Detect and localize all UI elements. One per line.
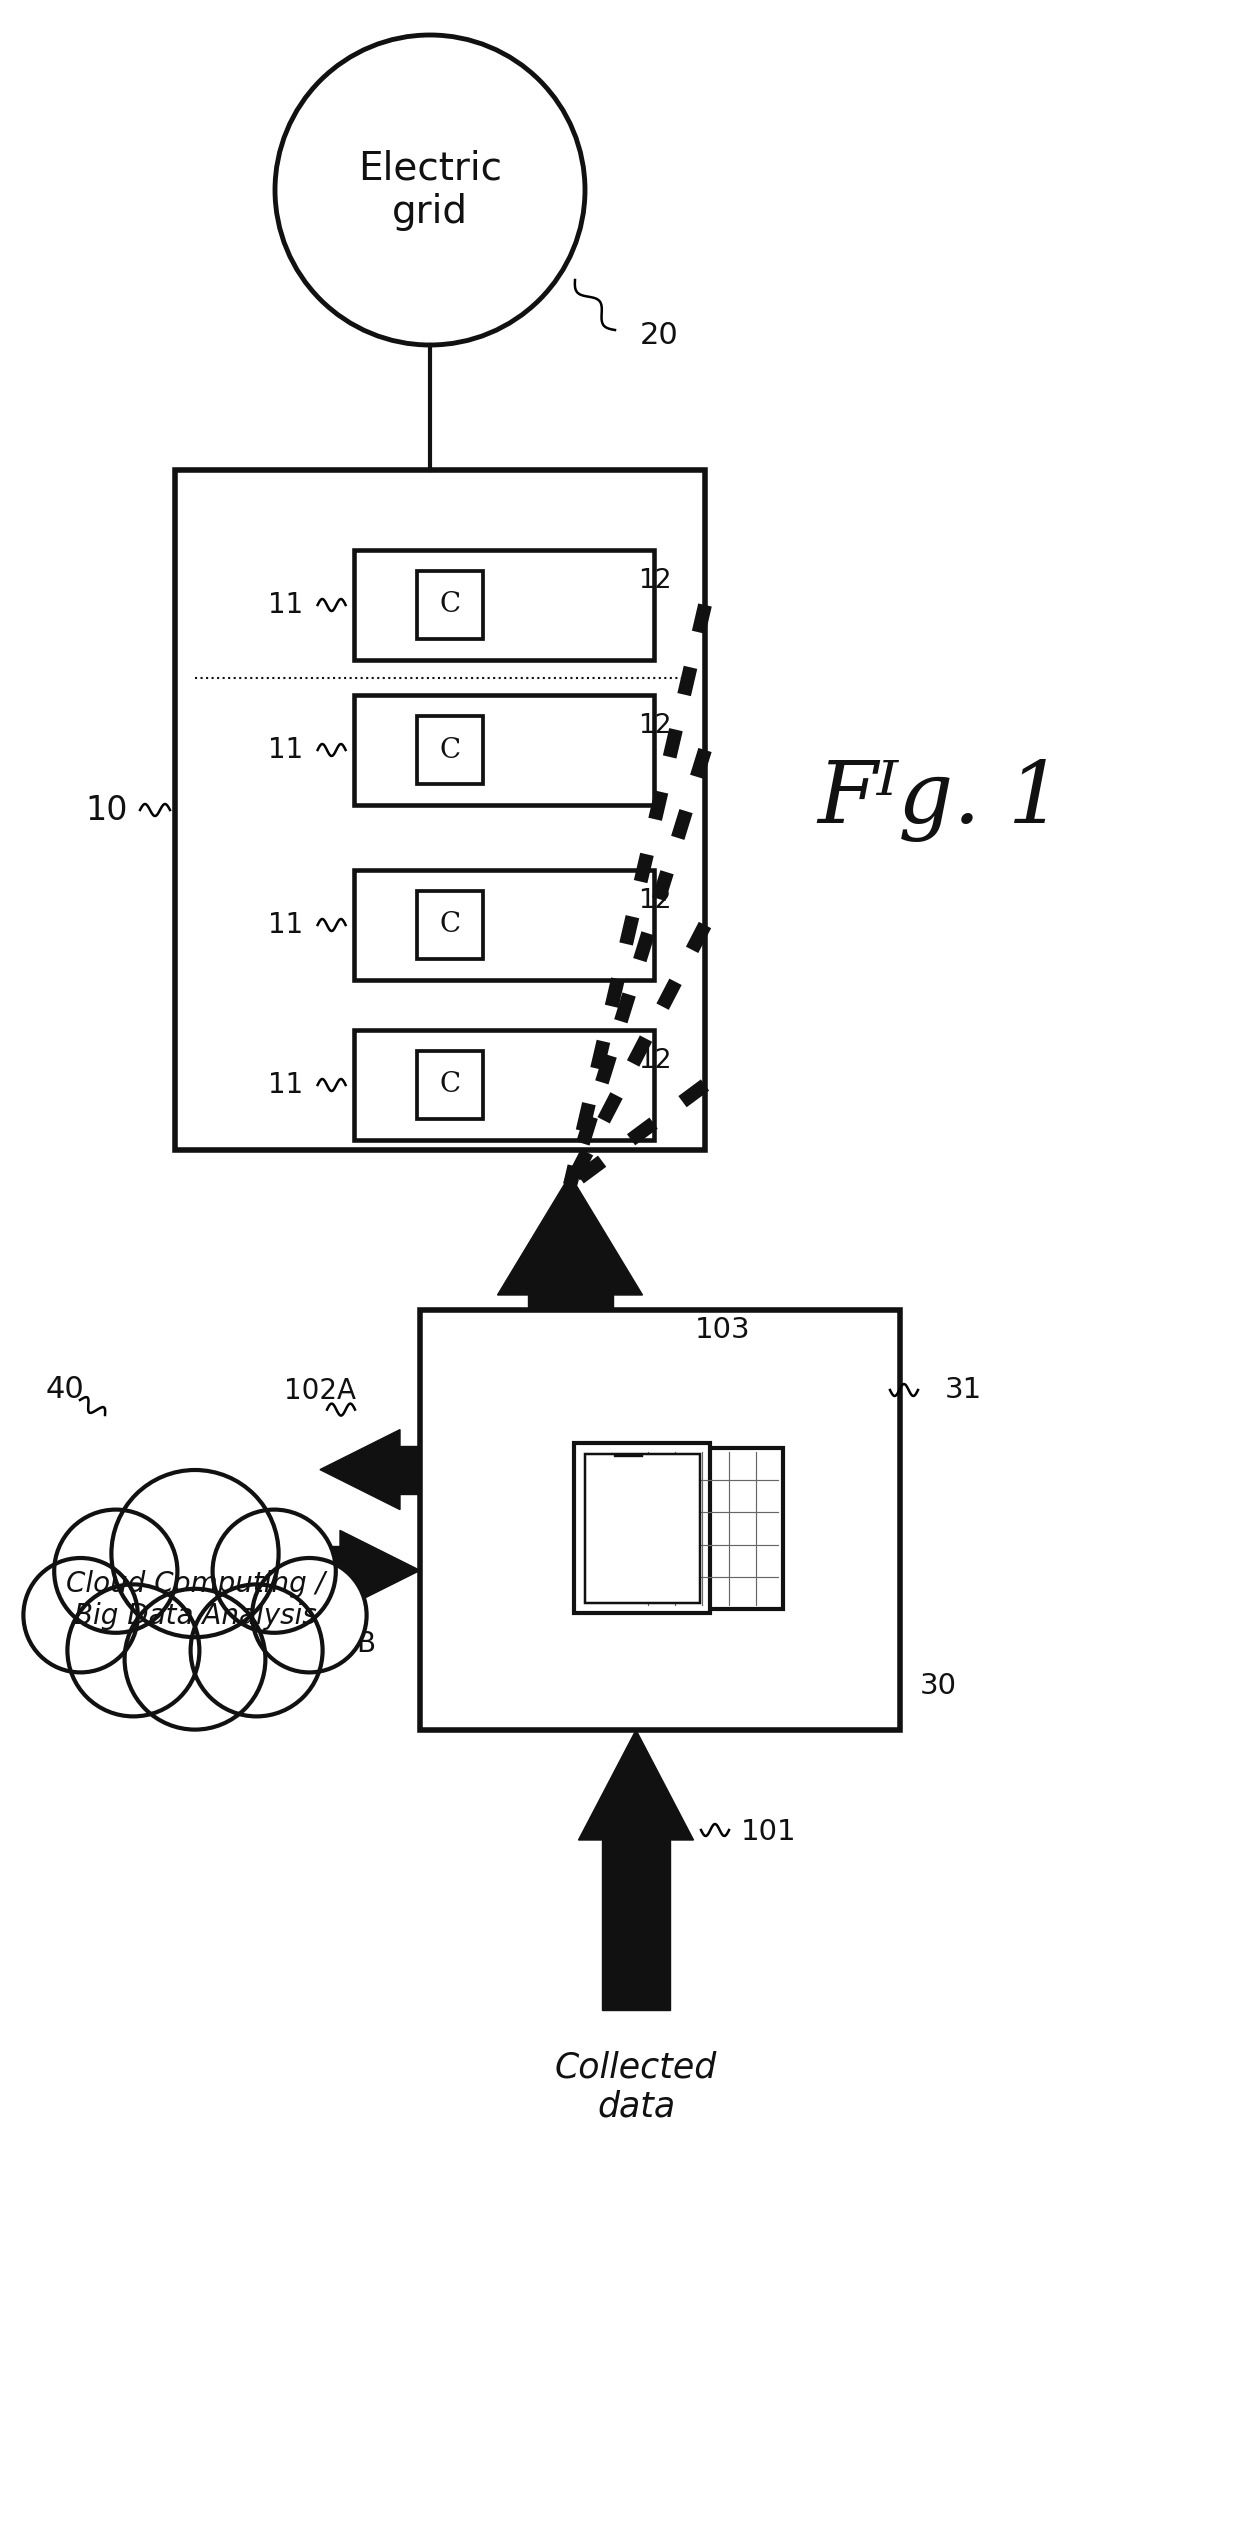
Text: 11: 11 — [268, 592, 304, 620]
Bar — [527, 1295, 613, 1310]
Text: 40: 40 — [46, 1376, 84, 1404]
Text: Cloud Computing /
Big Data Analysis: Cloud Computing / Big Data Analysis — [66, 1571, 325, 1631]
Text: 12: 12 — [639, 888, 672, 913]
Bar — [320, 1545, 340, 1593]
Text: C: C — [439, 910, 460, 938]
Polygon shape — [579, 1730, 693, 1841]
Circle shape — [212, 1510, 336, 1634]
Circle shape — [24, 1558, 138, 1672]
Bar — [417, 716, 482, 784]
Circle shape — [124, 1588, 265, 1730]
Bar — [417, 1052, 482, 1120]
Text: 102A: 102A — [284, 1376, 356, 1404]
Text: 102B: 102B — [304, 1631, 376, 1659]
Text: Electric
grid: Electric grid — [358, 149, 502, 230]
Polygon shape — [340, 1530, 420, 1611]
Bar — [584, 1454, 701, 1603]
Circle shape — [55, 1510, 177, 1634]
Bar — [574, 1444, 711, 1614]
Text: 31: 31 — [945, 1376, 982, 1404]
Circle shape — [112, 1469, 279, 1636]
Text: Collected
data: Collected data — [554, 2051, 717, 2124]
Bar — [420, 1310, 900, 1730]
Text: 12: 12 — [639, 713, 672, 738]
Text: 11: 11 — [268, 910, 304, 938]
Text: 11: 11 — [268, 736, 304, 764]
Text: C: C — [439, 1072, 460, 1098]
Bar — [353, 1029, 653, 1141]
Circle shape — [67, 1583, 200, 1717]
Text: 12: 12 — [639, 569, 672, 594]
Circle shape — [252, 1558, 367, 1672]
Text: Fᴵg. 1: Fᴵg. 1 — [817, 759, 1063, 842]
Bar — [417, 572, 482, 640]
Circle shape — [191, 1583, 322, 1717]
Text: 101: 101 — [742, 1818, 796, 1846]
Text: 20: 20 — [640, 321, 678, 349]
Text: 11: 11 — [268, 1070, 304, 1100]
Bar — [353, 695, 653, 804]
Bar — [417, 890, 482, 958]
Text: 10: 10 — [86, 794, 128, 827]
Text: C: C — [439, 592, 460, 620]
Bar — [175, 470, 706, 1151]
Bar — [621, 1447, 782, 1608]
Text: 30: 30 — [920, 1672, 957, 1699]
Polygon shape — [320, 1429, 401, 1510]
Text: 103: 103 — [694, 1315, 750, 1343]
Bar — [401, 1447, 420, 1495]
Bar — [353, 870, 653, 981]
Polygon shape — [497, 1176, 642, 1295]
Bar — [601, 1841, 670, 2011]
Bar — [353, 549, 653, 660]
Text: 12: 12 — [639, 1047, 672, 1075]
Text: C: C — [439, 736, 460, 764]
